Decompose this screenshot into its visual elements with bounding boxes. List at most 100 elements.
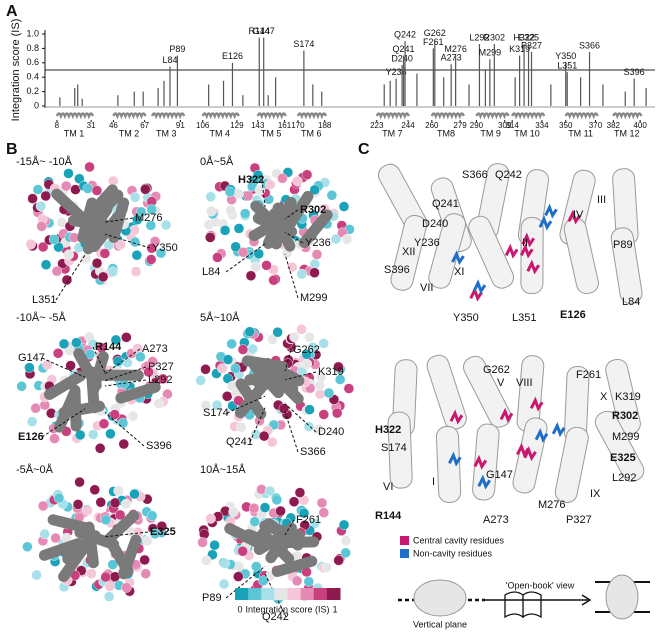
- atom: [63, 249, 74, 260]
- residue-label: L351: [32, 294, 56, 306]
- helix-ribbon: [520, 217, 544, 295]
- atom: [321, 562, 332, 573]
- residue-label: M299: [300, 292, 328, 304]
- helix-ribbon: [435, 425, 462, 503]
- atom: [109, 497, 121, 509]
- atom: [271, 494, 283, 506]
- atom: [343, 383, 355, 394]
- atom: [252, 169, 264, 181]
- atom: [91, 185, 103, 196]
- atom: [115, 239, 126, 250]
- atom: [309, 267, 320, 278]
- bar: [169, 66, 171, 106]
- helix-cylinder: [51, 188, 89, 225]
- residue-label: G147: [486, 469, 513, 481]
- atom: [50, 532, 61, 544]
- bar: [395, 78, 397, 106]
- y-tick-label: 0.8: [26, 43, 39, 53]
- residue-label: S174: [381, 442, 407, 454]
- atom: [289, 331, 300, 343]
- atom: [301, 169, 313, 180]
- atom: [201, 555, 212, 566]
- atom: [49, 433, 60, 444]
- bar: [401, 64, 403, 106]
- bar: [117, 95, 119, 106]
- helix-cylinder: [43, 370, 86, 400]
- residue-label: Y236: [414, 237, 440, 249]
- x-tick-label: 314: [505, 121, 519, 130]
- bar: [163, 80, 165, 106]
- bar: [222, 80, 225, 106]
- atom: [333, 361, 344, 373]
- x-tick-label: 8: [55, 121, 60, 130]
- helix-cylinder: [282, 190, 314, 233]
- atom: [16, 381, 27, 392]
- helix-cylinder: [58, 541, 90, 583]
- atom: [91, 258, 103, 269]
- leader-line: [284, 519, 295, 536]
- residue-stick: [544, 203, 558, 219]
- helix-cylinder: [74, 526, 120, 550]
- atom: [37, 241, 49, 253]
- bar: [77, 84, 79, 106]
- residue-label: M299: [612, 431, 640, 443]
- slice-title: 0Å~5Å: [200, 155, 234, 168]
- residue-label: V: [497, 377, 505, 389]
- atom: [120, 498, 132, 510]
- atom: [145, 220, 157, 231]
- segment-label: TM 2: [119, 128, 140, 138]
- slice-title: -15Å~ -10Å: [16, 155, 73, 168]
- atom: [226, 338, 237, 350]
- atom: [218, 578, 230, 590]
- legend-swatch: [400, 549, 409, 558]
- atom: [340, 547, 351, 559]
- bar: [478, 44, 481, 106]
- residue-label: L292: [612, 472, 636, 484]
- leader-line: [264, 573, 287, 618]
- residue-label: L84: [202, 266, 220, 278]
- residue-label: L351: [512, 312, 536, 324]
- atom: [129, 236, 141, 248]
- atom: [89, 484, 100, 495]
- helix-cylinder: [271, 555, 318, 577]
- atom: [114, 509, 126, 521]
- helix-cylinder: [257, 528, 295, 565]
- atom: [264, 179, 276, 190]
- leader-line: [55, 254, 86, 301]
- residue-label: D240: [318, 426, 344, 438]
- bar-label: P327: [521, 40, 542, 50]
- y-tick-label: 0.4: [26, 72, 39, 82]
- leader-line: [249, 407, 266, 443]
- atom: [104, 581, 115, 592]
- residue-label: R302: [300, 204, 326, 216]
- residue-label: S366: [300, 446, 326, 458]
- tm-helix: [150, 112, 186, 120]
- slice-structure: [203, 162, 355, 286]
- helix-ribbon: [390, 214, 427, 291]
- atom: [236, 421, 247, 433]
- residue-stick: [567, 209, 582, 225]
- atom: [304, 404, 315, 415]
- bar: [383, 84, 385, 106]
- atom: [27, 193, 38, 204]
- helix-cylinder: [108, 197, 130, 244]
- atom: [267, 436, 278, 448]
- bar: [321, 91, 323, 106]
- bar: [489, 59, 491, 106]
- atom: [323, 387, 335, 399]
- leader-line: [104, 412, 145, 447]
- bar-label: S366: [579, 40, 600, 50]
- bar-label: M276: [444, 44, 467, 54]
- atom: [301, 358, 313, 370]
- helix-ribbon: [462, 355, 512, 428]
- helix-ribbon: [605, 358, 641, 435]
- leader-line: [104, 233, 151, 249]
- residue-label: XI: [454, 266, 464, 278]
- atom: [146, 510, 158, 521]
- atom: [82, 183, 94, 194]
- atom: [36, 221, 47, 232]
- atom: [37, 500, 49, 512]
- atom: [200, 400, 212, 411]
- helix-cylinder: [47, 514, 94, 534]
- atom: [205, 191, 216, 202]
